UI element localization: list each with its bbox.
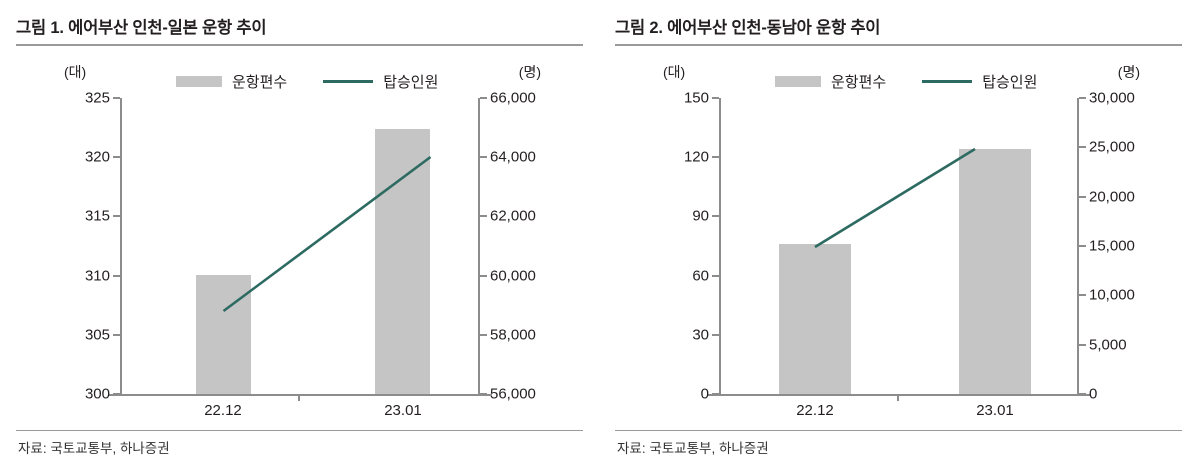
left-axis-tick <box>113 97 120 99</box>
legend-bar-swatch-icon <box>775 75 821 87</box>
x-axis-line <box>108 394 492 396</box>
left-axis-tick-label: 0 <box>700 385 709 403</box>
right-axis-tick-label: 20,000 <box>1089 188 1135 206</box>
bar-22-12 <box>779 244 851 394</box>
right-axis-tick-label: 58,000 <box>490 326 536 344</box>
right-axis-tick <box>1079 146 1086 149</box>
passenger-line-series <box>222 155 432 313</box>
left-axis-tick-label: 120 <box>683 148 709 166</box>
right-axis-tick <box>1079 195 1086 198</box>
passenger-line-series <box>814 147 976 249</box>
left-axis-tick-label: 90 <box>692 207 709 225</box>
right-axis-tick <box>1079 97 1086 99</box>
legend-line-label: 탑승인원 <box>982 73 1038 91</box>
x-label-23-01: 23.01 <box>384 402 422 419</box>
right-axis-line <box>1077 98 1079 396</box>
left-axis-tick <box>113 393 120 395</box>
right-axis-tick-label: 64,000 <box>490 148 536 166</box>
legend-bar-swatch-icon <box>176 75 222 87</box>
right-axis-tick-label: 30,000 <box>1089 89 1135 107</box>
left-axis-tick-label: 320 <box>84 148 110 166</box>
bar-23-01 <box>959 149 1031 394</box>
left-axis-line <box>719 98 721 396</box>
left-axis-tick-label: 310 <box>84 267 110 285</box>
left-axis-line <box>120 98 122 396</box>
right-axis-tick-label: 66,000 <box>490 89 536 107</box>
title-divider <box>615 44 1182 46</box>
left-axis-tick <box>113 333 120 336</box>
source-note: 자료: 국토교통부, 하나증권 <box>18 441 170 456</box>
footer-divider <box>16 430 583 431</box>
left-axis-tick-label: 300 <box>84 385 110 403</box>
right-axis-tick-label: 56,000 <box>490 385 536 403</box>
right-axis-tick <box>480 156 487 159</box>
x-axis-center-tick <box>298 394 300 401</box>
bar-23-01 <box>375 129 430 394</box>
right-axis-tick <box>480 97 487 99</box>
legend-bar-label: 운항편수 <box>232 73 288 91</box>
footer-divider <box>615 430 1182 431</box>
title-divider <box>16 44 583 46</box>
right-axis-tick <box>1079 343 1086 346</box>
right-axis-tick-label: 0 <box>1089 385 1098 403</box>
right-axis-tick <box>480 393 487 395</box>
right-axis-tick-label: 5,000 <box>1089 336 1127 354</box>
right-axis-tick-label: 62,000 <box>490 207 536 225</box>
right-axis-tick <box>480 215 487 218</box>
left-axis-tick <box>113 274 120 277</box>
right-axis-tick-label: 60,000 <box>490 267 536 285</box>
left-axis-unit: (대) <box>64 64 87 80</box>
left-axis-tick-label: 305 <box>84 326 110 344</box>
right-axis-unit: (명) <box>1117 64 1140 80</box>
x-label-22-12: 22.12 <box>204 402 242 419</box>
chart-legend: 운항편수 탑승인원 <box>176 70 446 92</box>
bar-22-12 <box>196 275 251 394</box>
left-axis-tick <box>113 215 120 218</box>
source-note: 자료: 국토교통부, 하나증권 <box>617 441 769 456</box>
legend-bar-label: 운항편수 <box>831 73 887 91</box>
left-axis-tick <box>712 215 719 218</box>
right-axis-tick <box>480 274 487 277</box>
right-axis-line <box>478 98 480 396</box>
x-label-23-01: 23.01 <box>976 402 1014 419</box>
left-axis-tick <box>712 333 719 336</box>
left-axis-tick <box>712 393 719 395</box>
chart-legend: 운항편수 탑승인원 <box>775 70 1045 92</box>
right-axis-tick <box>1079 245 1086 247</box>
left-axis-unit: (대) <box>663 64 686 80</box>
figure-1-title: 그림 1. 에어부산 인천-일본 운항 추이 <box>16 19 267 37</box>
left-axis-tick <box>712 156 719 159</box>
legend-line-swatch-icon <box>323 79 374 83</box>
left-axis-tick-label: 60 <box>692 267 709 285</box>
right-axis-tick <box>480 333 487 336</box>
right-axis-tick <box>1079 294 1086 297</box>
legend-line-swatch-icon <box>922 79 973 83</box>
right-axis-tick-label: 10,000 <box>1089 286 1135 304</box>
figure-panel-1: 그림 1. 에어부산 인천-일본 운항 추이 (대) (명) 운항편수 탑승인원… <box>16 0 583 476</box>
left-axis-tick <box>712 274 719 277</box>
left-axis-tick-label: 315 <box>84 207 110 225</box>
left-axis-tick <box>113 156 120 159</box>
x-axis-center-tick <box>897 394 899 401</box>
left-axis-tick-label: 30 <box>692 326 709 344</box>
left-axis-tick <box>712 97 719 99</box>
figure-panel-2: 그림 2. 에어부산 인천-동남아 운항 추이 (대) (명) 운항편수 탑승인… <box>599 0 1198 476</box>
x-axis-line <box>707 394 1091 396</box>
right-axis-tick <box>1079 393 1086 395</box>
chart-plot-area-2: 150 120 90 60 30 0 30,000 25,000 20,000 15,000 10… <box>615 0 1182 476</box>
left-axis-tick-label: 150 <box>683 89 709 107</box>
legend-line-label: 탑승인원 <box>383 73 439 91</box>
chart-plot-area-1: 325 320 315 310 305 300 66,000 64,000 62,000 60,… <box>16 0 583 476</box>
right-axis-tick-label: 25,000 <box>1089 138 1135 156</box>
left-axis-tick-label: 325 <box>84 89 110 107</box>
x-label-22-12: 22.12 <box>796 402 834 419</box>
figure-2-title: 그림 2. 에어부산 인천-동남아 운항 추이 <box>615 19 881 37</box>
right-axis-tick-label: 15,000 <box>1089 237 1135 255</box>
right-axis-unit: (명) <box>518 64 541 80</box>
